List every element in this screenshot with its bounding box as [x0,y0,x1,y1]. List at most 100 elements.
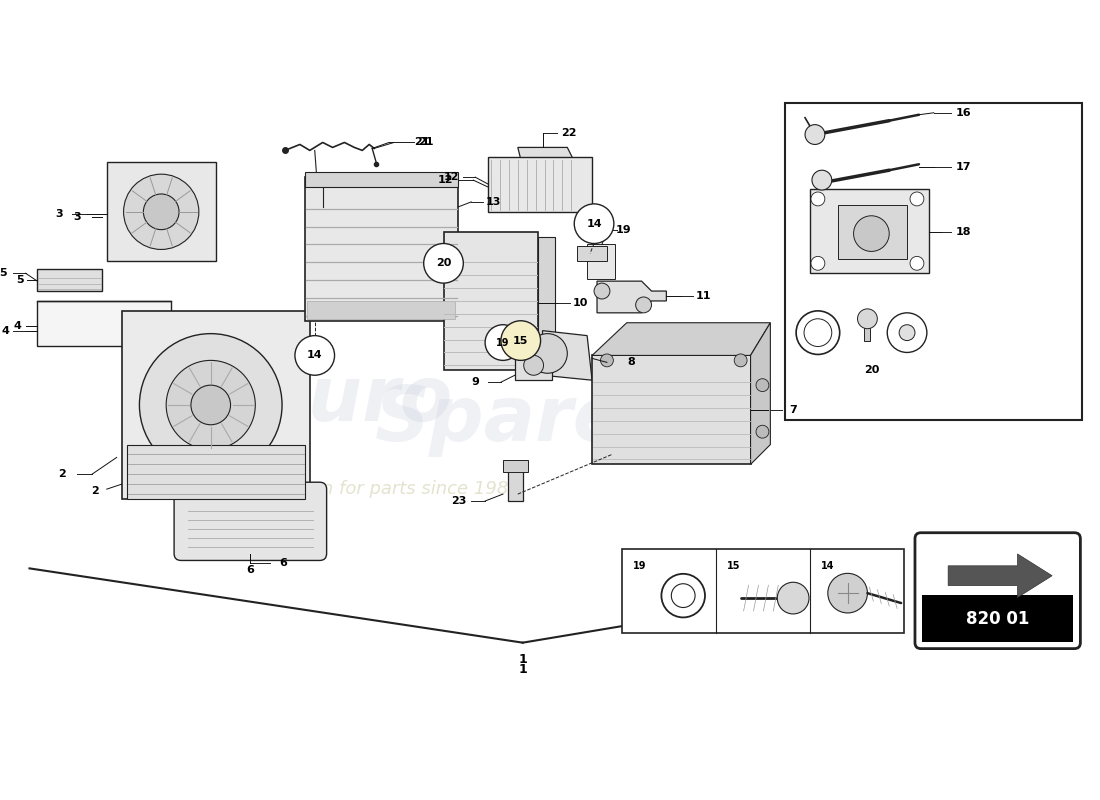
Circle shape [601,354,614,367]
Text: 4: 4 [2,326,10,336]
Circle shape [888,313,927,353]
Circle shape [756,378,769,391]
Bar [538,237,556,360]
Text: 22: 22 [561,127,578,138]
Bar [305,177,459,321]
Bar [592,355,750,464]
Text: 15: 15 [727,562,740,571]
Bar [37,270,102,291]
Bar [515,350,552,380]
Circle shape [140,334,282,476]
Bar [107,162,216,262]
Text: 820 01: 820 01 [966,610,1030,628]
Bar [810,189,928,274]
Text: 20: 20 [436,258,451,268]
Bar [126,445,305,499]
Text: 2: 2 [91,486,99,496]
Text: 12: 12 [443,172,459,182]
Polygon shape [597,281,667,313]
Circle shape [734,354,747,367]
Polygon shape [542,330,592,380]
Bar [587,245,615,279]
Bar [37,301,172,346]
Circle shape [594,283,609,299]
Text: 12: 12 [438,175,453,185]
Polygon shape [750,322,770,464]
Polygon shape [592,322,770,355]
Text: 16: 16 [956,108,971,118]
Text: 14: 14 [586,218,602,229]
Circle shape [166,360,255,450]
Circle shape [528,334,568,374]
Text: euro: euro [256,363,452,437]
Text: 3: 3 [55,209,63,218]
Text: 2: 2 [58,470,66,479]
Text: 1: 1 [518,653,527,666]
Bar [503,461,528,472]
Circle shape [191,385,231,425]
Bar [865,318,870,341]
Polygon shape [518,147,578,167]
Circle shape [756,426,769,438]
Bar [621,549,904,633]
Text: 14: 14 [821,562,835,571]
Circle shape [636,297,651,313]
Circle shape [854,216,889,251]
Circle shape [500,321,540,360]
Text: 9: 9 [471,377,480,387]
Text: 18: 18 [956,226,971,237]
Circle shape [910,192,924,206]
Circle shape [123,174,199,250]
Bar [488,158,592,212]
Text: 10: 10 [572,298,587,308]
Circle shape [910,256,924,270]
Circle shape [485,325,520,360]
Text: 1: 1 [518,663,527,676]
Text: 19: 19 [616,225,631,234]
Text: a passion for parts since 1985: a passion for parts since 1985 [249,480,520,498]
Text: 19: 19 [496,338,509,347]
Circle shape [828,574,868,613]
Bar [122,311,310,499]
Circle shape [812,170,832,190]
Circle shape [671,584,695,607]
Bar [307,301,455,318]
Bar [443,232,538,370]
Circle shape [295,336,334,375]
Text: 6: 6 [279,558,287,569]
Bar [508,471,522,501]
Circle shape [811,256,825,270]
Text: 13: 13 [485,197,501,207]
Circle shape [778,582,808,614]
Text: 4: 4 [13,321,22,330]
FancyBboxPatch shape [915,533,1080,649]
Text: Spares: Spares [375,383,671,457]
Text: 11: 11 [695,291,711,301]
Polygon shape [948,554,1053,598]
Circle shape [524,355,543,375]
Text: 21: 21 [418,138,433,147]
Text: 6: 6 [246,566,254,575]
Circle shape [424,243,463,283]
Circle shape [858,309,878,329]
Bar [578,246,607,262]
Circle shape [143,194,179,230]
Bar [785,103,1082,420]
Bar [305,172,459,187]
Circle shape [811,192,825,206]
Text: 5: 5 [15,275,23,285]
Text: 5: 5 [0,268,7,278]
FancyBboxPatch shape [174,482,327,561]
Text: 21: 21 [414,138,429,147]
Text: 8: 8 [628,358,636,367]
Text: 23: 23 [451,496,466,506]
Bar [838,205,908,259]
Text: 15: 15 [513,335,528,346]
Text: 17: 17 [956,162,971,172]
Circle shape [574,204,614,243]
Circle shape [805,125,825,145]
Text: 3: 3 [74,212,80,222]
Text: 19: 19 [632,562,647,571]
Circle shape [899,325,915,341]
Bar [922,595,1074,642]
